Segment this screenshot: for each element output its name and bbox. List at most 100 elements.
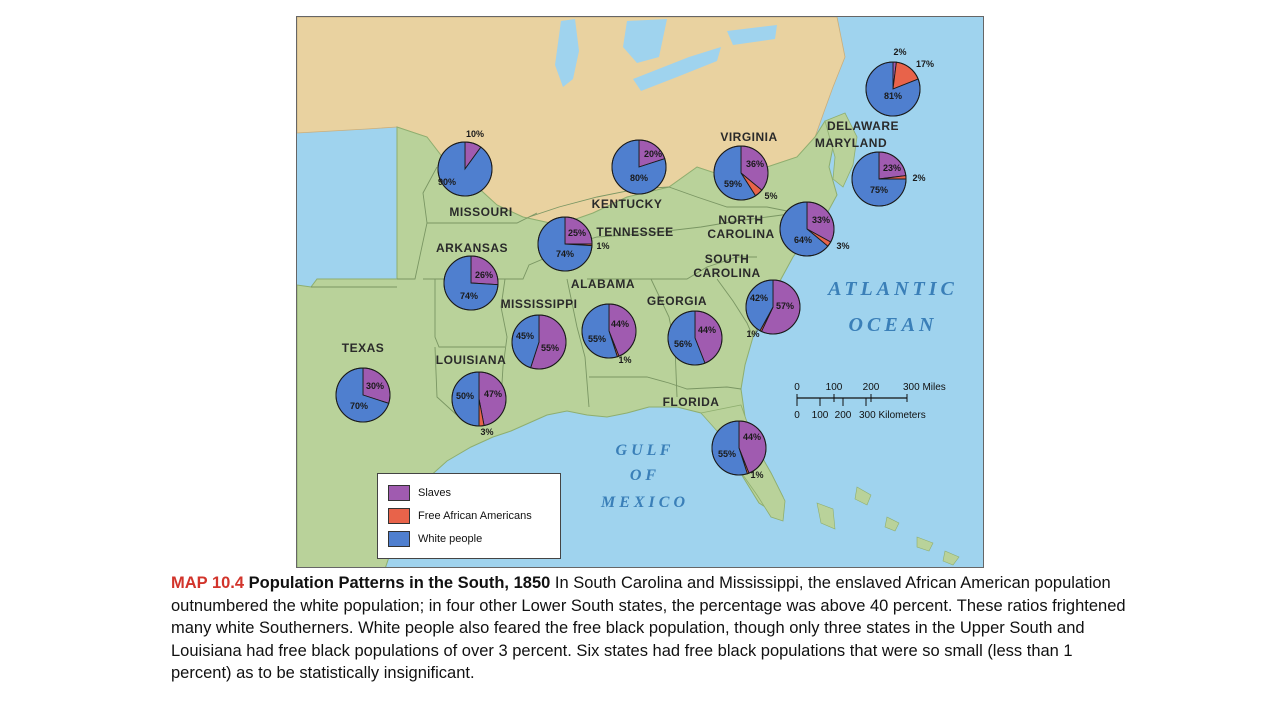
legend-label-white: White people [418, 533, 483, 545]
pie-outline-mississippi [511, 314, 567, 370]
state-label-mississippi: MISSISSIPPI [501, 297, 578, 311]
state-label-florida: FLORIDA [663, 395, 720, 409]
state-label-missouri: MISSOURI [449, 205, 512, 219]
state-label-south-carolina: SOUTH [705, 252, 750, 266]
pie-outline-south-carolina [745, 279, 801, 335]
pie-label-louisiana-white: 50% [456, 391, 474, 401]
pie-outline-virginia [713, 145, 769, 201]
lake-huron [623, 19, 667, 63]
pie-label-florida-slaves: 44% [743, 432, 761, 442]
pie-virginia: 36% 5% 59% [713, 145, 778, 201]
pie-label-alabama-slaves: 44% [611, 319, 629, 329]
pie-label-delaware-slaves: 2% [893, 47, 906, 57]
state-label-louisiana: LOUISIANA [436, 353, 507, 367]
pie-label-missouri-slaves: 10% [466, 129, 484, 139]
map-legend: Slaves Free African Americans White peop… [377, 473, 561, 559]
pie-missouri: 10% 90% [437, 129, 493, 197]
pie-label-tennessee-free: 1% [596, 241, 609, 251]
state-label-maryland: MARYLAND [815, 136, 887, 150]
lake-erie [633, 47, 721, 91]
gulf-label-line3: M E X I C O [600, 494, 685, 511]
pie-outline-maryland [851, 151, 907, 207]
population-pies: 10% 90% 20% 80% 36% 5% 59% 2% 17% 81% 23% 2% 75% 25% 1… [335, 47, 934, 480]
figure-caption: MAP 10.4 Population Patterns in the Sout… [171, 572, 1131, 685]
legend-row-free: Free African Americans [388, 507, 532, 525]
map-figure: ATLANTIC OCEAN G U L F O F M E X I C O M… [296, 16, 984, 568]
gulf-label-line2: O F [630, 467, 657, 484]
state-label-kentucky: KENTUCKY [592, 197, 663, 211]
pie-label-north-carolina-slaves: 33% [812, 215, 830, 225]
caribbean-islands [816, 486, 960, 566]
pie-outline-delaware [865, 61, 921, 117]
pie-outline-tennessee [537, 216, 593, 272]
state-label-texas: TEXAS [342, 341, 385, 355]
pie-maryland: 23% 2% 75% [851, 151, 926, 207]
pie-outline-kentucky [611, 139, 667, 195]
legend-swatch-white [388, 531, 410, 547]
pie-label-virginia-white: 59% [724, 179, 742, 189]
pie-label-alabama-free: 1% [618, 355, 631, 365]
pie-label-virginia-slaves: 36% [746, 159, 764, 169]
pie-label-florida-free: 1% [750, 470, 763, 480]
caption-number: MAP 10.4 [171, 574, 245, 592]
pie-label-louisiana-slaves: 47% [484, 389, 502, 399]
state-label-georgia: GEORGIA [647, 294, 707, 308]
pie-label-north-carolina-white: 64% [794, 235, 812, 245]
pie-label-tennessee-white: 74% [556, 249, 574, 259]
pie-georgia: 44% 56% [667, 310, 723, 366]
pie-label-louisiana-free: 3% [480, 427, 493, 437]
pie-outline-louisiana [451, 371, 507, 427]
state-label-tennessee: TENNESSEE [596, 225, 673, 239]
scale-miles-200: 200 [863, 382, 880, 393]
pie-tennessee: 25% 1% 74% [537, 216, 610, 272]
pie-label-south-carolina-white: 42% [750, 293, 768, 303]
pie-label-south-carolina-slaves: 57% [776, 301, 794, 311]
pie-delaware: 2% 17% 81% [865, 47, 934, 117]
pie-arkansas: 26% 74% [443, 255, 499, 311]
pie-label-missouri-white: 90% [438, 177, 456, 187]
pie-louisiana: 47% 3% 50% [451, 371, 507, 437]
legend-row-white: White people [388, 530, 482, 548]
pie-texas: 30% 70% [335, 367, 391, 423]
state-label-virginia: VIRGINIA [720, 130, 777, 144]
pie-outline-texas [335, 367, 391, 423]
state-label-delaware: DELAWARE [827, 119, 899, 133]
atlantic-ocean-label-line2: OCEAN [849, 314, 938, 336]
state-label-south-carolina-line2: CAROLINA [693, 266, 760, 280]
pie-label-texas-white: 70% [350, 401, 368, 411]
legend-swatch-slaves [388, 485, 410, 501]
pie-label-tennessee-slaves: 25% [568, 228, 586, 238]
pie-north-carolina: 33% 3% 64% [779, 201, 850, 257]
pie-florida: 44% 1% 55% [711, 420, 767, 480]
pie-south-carolina: 57% 1% 42% [745, 279, 801, 339]
caption-title: Population Patterns in the South, 1850 [248, 574, 551, 592]
gulf-label-line1: G U L F [616, 442, 671, 459]
pie-outline-alabama [581, 303, 637, 359]
pie-label-arkansas-white: 74% [460, 291, 478, 301]
scale-miles-300: 300 Miles [903, 382, 946, 393]
pie-label-alabama-white: 55% [588, 334, 606, 344]
pie-mississippi: 55% 45% [511, 314, 567, 370]
pie-label-mississippi-white: 45% [516, 331, 534, 341]
pie-label-delaware-white: 81% [884, 91, 902, 101]
scale-km-200: 200 [835, 410, 852, 421]
scale-bar: 0 100 200 300 Miles 0 100 200 300 Kilome… [794, 382, 946, 421]
scale-km-0: 0 [794, 410, 800, 421]
lake-ontario [727, 25, 777, 45]
pie-label-georgia-slaves: 44% [698, 325, 716, 335]
pie-label-maryland-white: 75% [870, 185, 888, 195]
lake-michigan [555, 19, 579, 87]
scale-miles-0: 0 [794, 382, 800, 393]
state-label-alabama: ALABAMA [571, 277, 635, 291]
legend-label-free: Free African Americans [418, 510, 532, 522]
pie-label-texas-slaves: 30% [366, 381, 384, 391]
caption-body: In South Carolina and Mississippi, the e… [171, 574, 1126, 682]
map-canvas: ATLANTIC OCEAN G U L F O F M E X I C O M… [297, 17, 983, 567]
state-borders [311, 166, 816, 418]
pie-label-south-carolina-free: 1% [746, 329, 759, 339]
scale-km-100: 100 [812, 410, 829, 421]
scale-km-300: 300 Kilometers [859, 410, 926, 421]
pie-outline-north-carolina [779, 201, 835, 257]
pie-outline-georgia [667, 310, 723, 366]
pie-label-florida-white: 55% [718, 449, 736, 459]
